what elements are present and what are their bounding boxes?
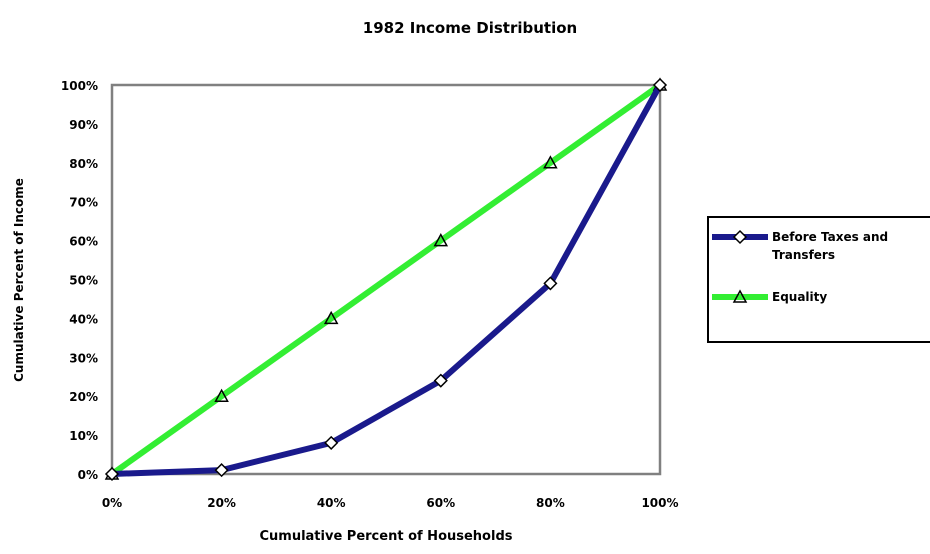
y-axis-tick-labels: 0% 10% 20% 30% 40% 50% 60% 70% 80% 90% 100% (61, 79, 98, 482)
x-axis-tick-labels: 0% 20% 40% 60% 80% 100% (102, 496, 679, 510)
series-line (109, 82, 663, 477)
y-tick-label: 10% (69, 429, 98, 443)
y-tick-label: 50% (69, 274, 98, 288)
x-tick-label: 100% (641, 496, 678, 510)
legend-label: Equality (772, 290, 827, 304)
legend-marker (732, 229, 748, 245)
y-tick-label: 40% (69, 312, 98, 326)
data-point (324, 435, 339, 450)
x-tick-label: 60% (426, 496, 455, 510)
y-tick-label: 100% (61, 79, 98, 93)
legend-marker (732, 289, 748, 303)
data-point (652, 77, 668, 93)
series-line (109, 82, 663, 477)
data-point (323, 310, 339, 325)
x-tick-label: 80% (536, 496, 565, 510)
data-point (433, 233, 449, 247)
legend-label: Before Taxes and Transfers (772, 230, 888, 262)
y-tick-label: 80% (69, 157, 98, 171)
y-tick-label: 20% (69, 390, 98, 404)
legend: Before Taxes and Transfers Equality (707, 216, 930, 343)
series-before-taxes (104, 77, 668, 482)
data-point (433, 373, 448, 388)
y-tick-label: 60% (69, 235, 98, 249)
data-point (543, 155, 558, 169)
legend-item: Before Taxes and Transfers (712, 229, 888, 262)
y-tick-label: 70% (69, 196, 98, 210)
data-point (214, 463, 229, 478)
chart-title: 1982 Income Distribution (363, 19, 577, 37)
x-tick-label: 20% (207, 496, 236, 510)
data-point (543, 276, 558, 291)
x-tick-label: 40% (317, 496, 346, 510)
legend-item: Equality (712, 289, 827, 304)
x-axis-title: Cumulative Percent of Households (259, 529, 512, 544)
y-axis-title: Cumulative Percent of Income (12, 178, 26, 382)
y-tick-label: 0% (78, 468, 98, 482)
y-tick-label: 30% (69, 351, 98, 365)
y-tick-label: 90% (69, 118, 98, 132)
series-layer (104, 77, 668, 482)
x-tick-label: 0% (102, 496, 122, 510)
data-point (214, 388, 229, 402)
data-point (104, 466, 120, 482)
